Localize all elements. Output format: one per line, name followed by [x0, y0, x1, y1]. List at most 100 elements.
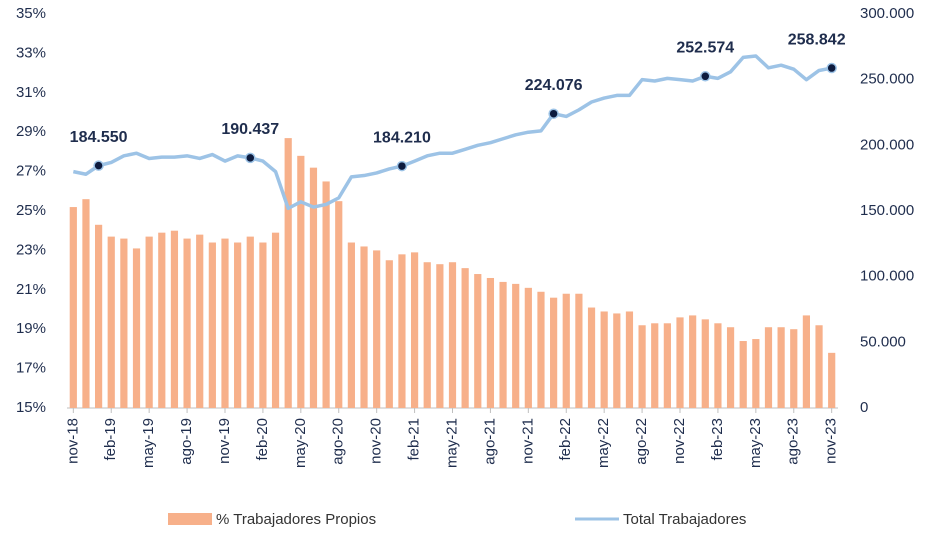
bar — [322, 181, 330, 408]
y2-tick-label: 300.000 — [860, 5, 914, 22]
bar — [550, 297, 558, 408]
data-label: 184.210 — [373, 129, 431, 146]
bar — [689, 315, 697, 408]
bar — [790, 329, 798, 408]
x-tick-label: nov-18 — [64, 418, 81, 464]
bar — [132, 248, 141, 408]
x-tick-label: nov-22 — [671, 418, 688, 464]
point-marker — [93, 160, 104, 171]
bar — [676, 317, 684, 408]
y2-tick-label: 0 — [860, 399, 868, 416]
bar — [208, 242, 216, 408]
legend-swatch — [168, 513, 212, 525]
y-tick-label: 35% — [16, 5, 46, 22]
data-label: 184.550 — [70, 129, 128, 146]
bar — [221, 238, 229, 408]
bar — [347, 242, 355, 408]
bar — [107, 236, 115, 408]
x-tick-label: feb-20 — [254, 418, 271, 461]
bar — [145, 236, 153, 408]
x-tick-label: may-21 — [443, 418, 460, 468]
bar — [562, 293, 570, 408]
x-tick-label: nov-21 — [519, 418, 536, 464]
bar — [284, 138, 292, 409]
bar — [625, 311, 634, 408]
data-label: 252.574 — [676, 40, 734, 57]
bar — [373, 250, 381, 408]
y2-tick-label: 200.000 — [860, 136, 914, 153]
x-tick-label: feb-22 — [557, 418, 574, 461]
data-label: 190.437 — [221, 121, 279, 138]
bar — [461, 268, 469, 408]
y-tick-label: 29% — [16, 123, 46, 140]
y-tick-label: 19% — [16, 320, 46, 337]
bar — [297, 155, 305, 408]
bar — [448, 262, 457, 408]
bar — [587, 307, 596, 408]
bar — [512, 283, 520, 408]
line — [72, 54, 833, 211]
point-marker — [245, 152, 256, 164]
bar — [170, 230, 179, 408]
bar — [651, 323, 659, 408]
bar — [398, 254, 406, 408]
y-tick-label: 17% — [16, 360, 46, 377]
y2-tick-label: 50.000 — [860, 333, 906, 350]
bar — [94, 224, 103, 408]
x-tick-label: may-19 — [140, 418, 157, 468]
bar — [701, 319, 709, 408]
y-tick-label: 27% — [16, 163, 46, 180]
x-tick-label: may-22 — [595, 418, 612, 468]
bar — [335, 201, 343, 408]
x-tick-label: ago-20 — [330, 418, 347, 465]
bar — [828, 352, 836, 408]
x-tick-label: feb-21 — [406, 418, 423, 461]
x-tick-label: nov-23 — [823, 418, 840, 464]
bar — [524, 287, 532, 408]
bar — [802, 315, 811, 408]
bar — [82, 199, 90, 408]
x-tick-label: ago-21 — [481, 418, 498, 465]
legend-label: % Trabajadores Propios — [216, 511, 376, 528]
legend-label: Total Trabajadores — [623, 511, 746, 528]
bar — [120, 238, 128, 408]
bar — [663, 323, 671, 408]
bar — [474, 274, 482, 408]
bar — [638, 325, 646, 408]
bar — [486, 277, 495, 408]
bar — [777, 327, 785, 408]
y2-tick-label: 150.000 — [860, 202, 914, 219]
point-marker — [396, 160, 408, 172]
bar — [726, 327, 735, 408]
bar — [246, 236, 254, 408]
x-tick-label: ago-23 — [785, 418, 802, 465]
x-tick-label: ago-19 — [178, 418, 195, 465]
bar — [183, 238, 191, 408]
bar — [739, 341, 747, 408]
x-tick-label: feb-23 — [709, 418, 726, 461]
bar — [271, 232, 280, 408]
y-tick-label: 23% — [16, 241, 46, 258]
y-tick-label: 25% — [16, 202, 46, 219]
bar — [196, 234, 204, 408]
bar — [815, 325, 823, 408]
bar — [600, 311, 608, 408]
data-label: 224.076 — [525, 77, 583, 94]
point-marker — [548, 108, 559, 119]
y-tick-label: 31% — [16, 84, 46, 101]
x-tick-label: ago-22 — [633, 418, 650, 465]
bar — [360, 246, 368, 408]
y-tick-label: 33% — [16, 44, 46, 61]
bar — [69, 207, 77, 408]
point-marker — [826, 62, 837, 74]
bar — [158, 232, 166, 408]
bar — [714, 323, 722, 408]
bar — [436, 264, 444, 408]
bar — [752, 339, 760, 408]
bar — [499, 281, 507, 408]
bar — [613, 313, 621, 408]
bar — [309, 167, 318, 408]
x-tick-label: feb-19 — [102, 418, 119, 461]
point-marker — [700, 71, 711, 82]
